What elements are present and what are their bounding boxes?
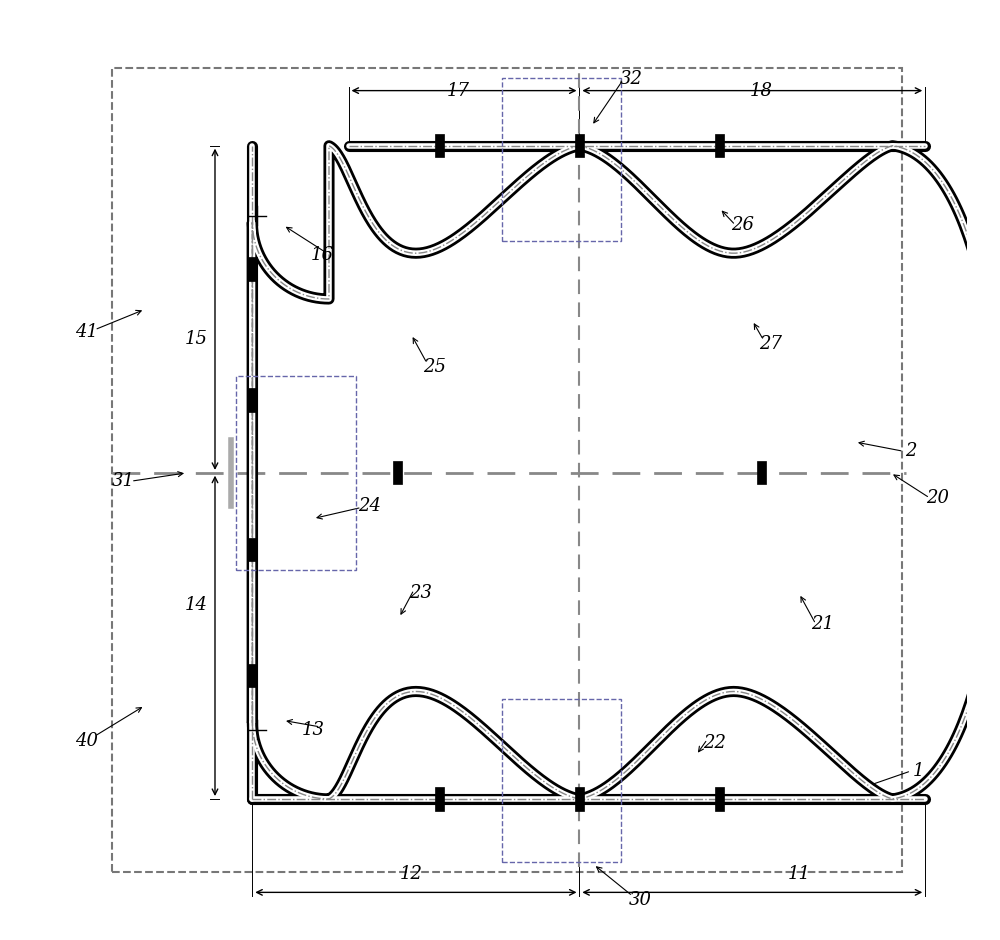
- Text: 13: 13: [302, 721, 325, 739]
- Bar: [435, 787, 444, 810]
- Text: 41: 41: [75, 322, 98, 340]
- Bar: [502, 77, 621, 241]
- Text: 24: 24: [358, 496, 381, 514]
- Text: 25: 25: [423, 358, 446, 376]
- Bar: [248, 538, 257, 561]
- Bar: [393, 462, 402, 484]
- Text: 17: 17: [446, 82, 469, 100]
- Text: 30: 30: [629, 891, 652, 909]
- Text: 26: 26: [731, 216, 754, 234]
- Bar: [715, 787, 724, 810]
- Text: 27: 27: [759, 335, 782, 352]
- Bar: [715, 134, 724, 157]
- Bar: [248, 388, 257, 412]
- Bar: [248, 258, 257, 281]
- Text: 14: 14: [185, 597, 208, 615]
- Bar: [757, 462, 766, 484]
- Text: 40: 40: [75, 732, 98, 750]
- Text: 1: 1: [913, 762, 924, 780]
- Bar: [502, 699, 621, 863]
- Text: 12: 12: [400, 865, 423, 883]
- Bar: [575, 787, 584, 810]
- Bar: [112, 69, 902, 871]
- Text: 21: 21: [811, 615, 834, 634]
- Bar: [248, 664, 257, 687]
- Bar: [236, 376, 356, 570]
- Text: 20: 20: [926, 489, 949, 507]
- Text: 32: 32: [619, 70, 642, 88]
- Bar: [575, 134, 584, 157]
- Text: 16: 16: [311, 246, 334, 264]
- Text: 2: 2: [905, 443, 917, 461]
- Text: 11: 11: [788, 865, 811, 883]
- Text: 22: 22: [703, 734, 726, 752]
- Text: 15: 15: [185, 330, 208, 348]
- Text: 18: 18: [750, 82, 773, 100]
- Bar: [435, 134, 444, 157]
- Text: 31: 31: [112, 472, 135, 491]
- Text: 23: 23: [409, 585, 432, 603]
